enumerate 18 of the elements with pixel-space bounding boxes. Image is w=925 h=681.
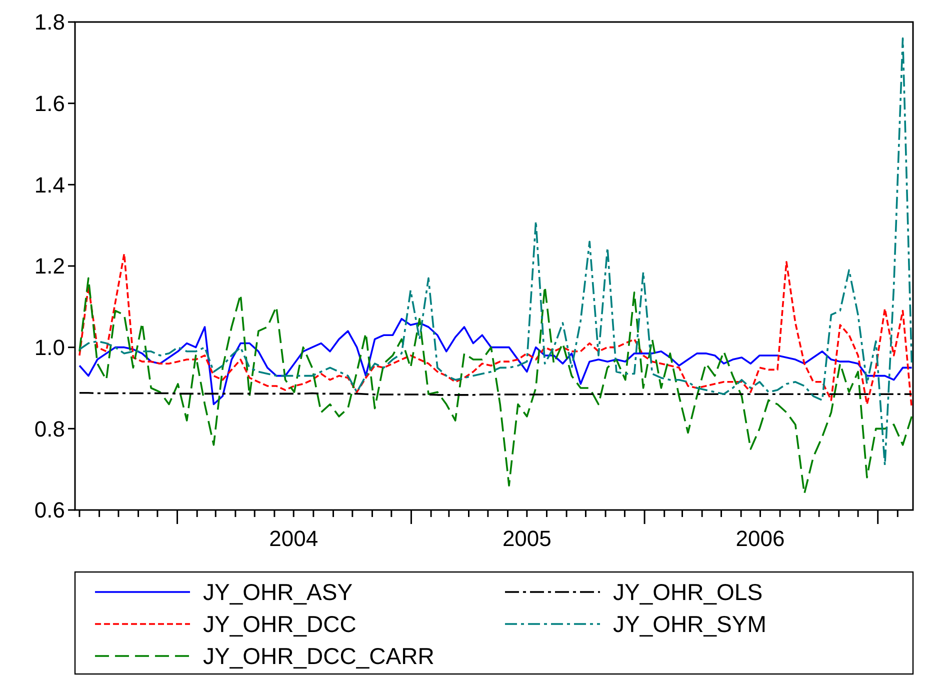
y-tick-label: 0.8: [34, 416, 65, 442]
x-tick-label: 2006: [736, 526, 785, 551]
y-tick-label: 1.2: [34, 254, 65, 279]
legend-label: JY_OHR_DCC_CARR: [203, 643, 434, 670]
legend-label: JY_OHR_DCC: [203, 611, 356, 638]
line-series: [78, 37, 913, 466]
x-tick-label: 2004: [269, 526, 318, 551]
y-tick-label: 1.4: [34, 172, 65, 198]
y-tick-label: 1.8: [34, 10, 65, 35]
y-tick-label: 1.6: [34, 91, 65, 116]
legend-label: JY_OHR_ASY: [203, 579, 353, 606]
y-tick-label: 1.0: [34, 335, 65, 360]
line-series: [78, 318, 913, 406]
x-tick-label: 2005: [502, 526, 552, 551]
line-series: [78, 277, 913, 495]
legend-label: JY_OHR_SYM: [613, 611, 766, 638]
legend-label: JY_OHR_OLS: [613, 579, 763, 606]
y-tick-label: 0.6: [34, 498, 65, 523]
